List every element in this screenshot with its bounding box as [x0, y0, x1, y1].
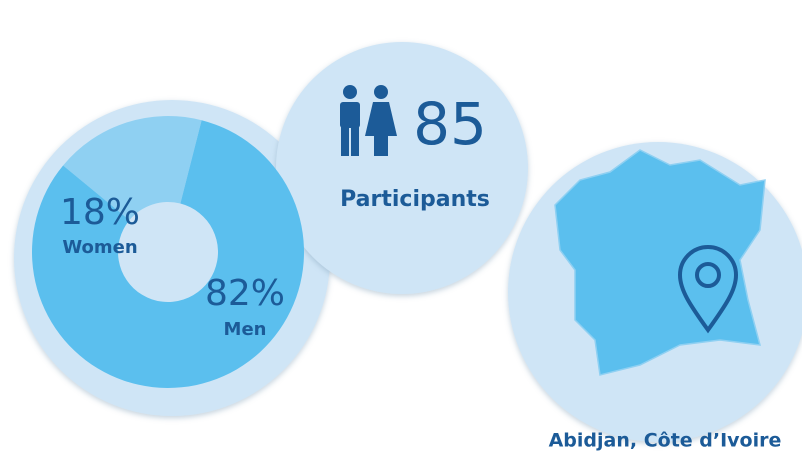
location-label: Abidjan, Côte d’Ivoire — [549, 430, 782, 452]
location-pin-dot — [695, 262, 721, 288]
location-pin — [677, 245, 739, 334]
donut — [31, 116, 304, 389]
women-label: Women — [62, 237, 137, 258]
participants-label: Participants — [340, 187, 490, 212]
participants-count: 85 — [413, 90, 487, 158]
women-percent: 18% — [60, 192, 140, 233]
donut-segment — [63, 116, 202, 221]
country-map — [554, 149, 766, 376]
men-percent: 82% — [205, 273, 285, 314]
people-icon — [340, 85, 397, 156]
men-label: Men — [224, 319, 267, 340]
participants-circle — [276, 42, 528, 294]
donut-segment — [31, 120, 304, 389]
